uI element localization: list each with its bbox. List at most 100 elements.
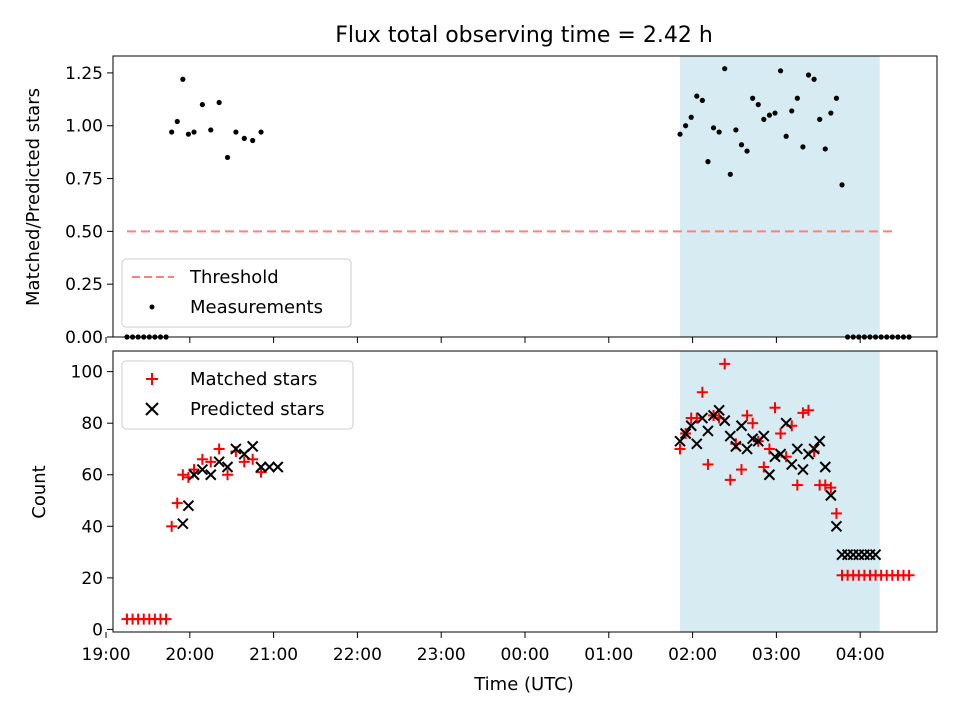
ratio-legend: Threshold Measurements bbox=[121, 258, 352, 328]
measurement-point bbox=[733, 127, 739, 133]
predicted-star-point bbox=[780, 417, 792, 429]
measurement-point bbox=[216, 99, 222, 106]
observing-window-shade-top bbox=[680, 56, 880, 337]
legend-predicted-label: Predicted stars bbox=[190, 399, 324, 420]
legend-predicted-swatch bbox=[145, 402, 159, 416]
ratio-x-ticks bbox=[105, 337, 861, 343]
predicted-star-point bbox=[255, 461, 267, 473]
measurement-point bbox=[783, 133, 789, 139]
measurement-point bbox=[705, 159, 711, 165]
x-tick-label: 19:00 bbox=[82, 645, 131, 665]
predicted-star-point bbox=[696, 412, 709, 424]
measurement-point bbox=[800, 144, 806, 150]
measurement-point bbox=[683, 123, 689, 129]
measurement-point bbox=[199, 101, 205, 108]
x-tick-label: 23:00 bbox=[417, 645, 466, 665]
matched-star-point bbox=[803, 404, 815, 416]
predicted-star-point bbox=[272, 461, 284, 473]
count-panel: 0 20 40 60 80 100 19:00 20:00 21:00 22:00 23:00 00… bbox=[29, 350, 938, 695]
measurement-point bbox=[794, 95, 800, 101]
measurement-point bbox=[755, 101, 761, 108]
matched-star-point bbox=[747, 417, 759, 429]
predicted-star-point bbox=[679, 427, 692, 440]
measurement-point bbox=[750, 95, 756, 101]
measurement-point bbox=[722, 66, 728, 72]
y-tick-label: 0.50 bbox=[65, 222, 103, 242]
y-tick-label: 0.25 bbox=[65, 275, 103, 295]
measurement-point bbox=[822, 146, 828, 152]
matched-star-point bbox=[171, 497, 183, 509]
predicted-star-point bbox=[702, 425, 714, 437]
measurement-point bbox=[817, 116, 823, 122]
count-y-axis-label: Count bbox=[29, 465, 50, 518]
y-tick-label: 0.00 bbox=[65, 328, 103, 348]
predicted-star-point bbox=[791, 443, 804, 455]
matched-star-point bbox=[177, 469, 189, 481]
measurement-point bbox=[828, 110, 834, 116]
count-x-ticks: 19:00 20:00 21:00 22:00 23:00 00:00 01:00 02:00… bbox=[82, 632, 885, 665]
measurement-point bbox=[169, 129, 175, 135]
predicted-star-point bbox=[188, 469, 200, 481]
measurement-point bbox=[694, 93, 700, 99]
matched-star-point bbox=[797, 407, 809, 419]
matched-star-point bbox=[763, 443, 775, 455]
predicted-star-point bbox=[869, 548, 882, 561]
matched-star-point bbox=[819, 479, 831, 491]
predicted-star-point bbox=[674, 435, 686, 447]
measurement-point bbox=[710, 125, 717, 131]
matched-star-point bbox=[160, 613, 172, 625]
matched-star-point bbox=[735, 464, 747, 476]
y-tick-label: 0 bbox=[92, 620, 103, 640]
legend-measurements-label: Measurements bbox=[190, 297, 323, 318]
matched-star-point bbox=[830, 507, 842, 519]
measurement-point bbox=[805, 72, 812, 78]
measurement-point bbox=[716, 129, 722, 135]
matched-star-point bbox=[741, 409, 753, 421]
y-tick-label: 1.00 bbox=[65, 117, 103, 137]
matched-star-point bbox=[769, 402, 781, 414]
legend-matched-swatch bbox=[146, 373, 158, 385]
matched-star-point bbox=[719, 358, 731, 370]
measurement-point bbox=[738, 142, 745, 148]
x-axis-label: Time (UTC) bbox=[473, 674, 574, 695]
y-tick-label: 40 bbox=[81, 517, 103, 537]
predicted-star-point bbox=[724, 430, 737, 442]
predicted-star-point bbox=[263, 461, 276, 473]
predicted-star-point bbox=[221, 461, 234, 473]
measurement-point bbox=[258, 129, 264, 135]
ratio-y-ticks: 0.00 0.25 0.50 0.75 1.00 1.25 bbox=[65, 64, 113, 348]
measurement-point bbox=[789, 108, 795, 114]
predicted-star-point bbox=[182, 499, 195, 512]
x-tick-label: 03:00 bbox=[752, 645, 801, 665]
matched-star-point bbox=[238, 456, 250, 468]
matched-star-point bbox=[196, 453, 208, 465]
measurement-point bbox=[233, 129, 239, 135]
predicted-star-point bbox=[177, 518, 189, 530]
predicted-star-point bbox=[825, 489, 837, 502]
predicted-star-point bbox=[758, 430, 770, 442]
predicted-star-point bbox=[830, 520, 843, 533]
measurement-point bbox=[250, 137, 256, 144]
measurement-point bbox=[208, 127, 214, 133]
measurement-point bbox=[677, 131, 683, 137]
predicted-star-point bbox=[230, 443, 242, 455]
predicted-star-point bbox=[691, 438, 703, 450]
predicted-star-point bbox=[763, 469, 776, 481]
predicted-star-point bbox=[685, 420, 697, 432]
matched-star-point bbox=[758, 461, 770, 473]
matched-star-point bbox=[213, 443, 225, 455]
y-tick-label: 80 bbox=[81, 414, 103, 434]
matched-star-point bbox=[702, 458, 714, 470]
matched-star-point bbox=[691, 412, 703, 424]
matched-star-point bbox=[674, 443, 686, 455]
predicted-star-point bbox=[746, 432, 759, 445]
y-tick-label: 1.25 bbox=[65, 64, 103, 84]
count-y-ticks: 0 20 40 60 80 100 bbox=[71, 363, 113, 640]
measurement-point bbox=[772, 110, 778, 116]
x-tick-label: 02:00 bbox=[668, 645, 717, 665]
predicted-star-point bbox=[205, 469, 217, 481]
ratio-plot-area bbox=[124, 66, 912, 340]
measurement-point bbox=[839, 182, 845, 188]
matched-star-point bbox=[696, 386, 708, 398]
measurement-point bbox=[699, 97, 705, 103]
